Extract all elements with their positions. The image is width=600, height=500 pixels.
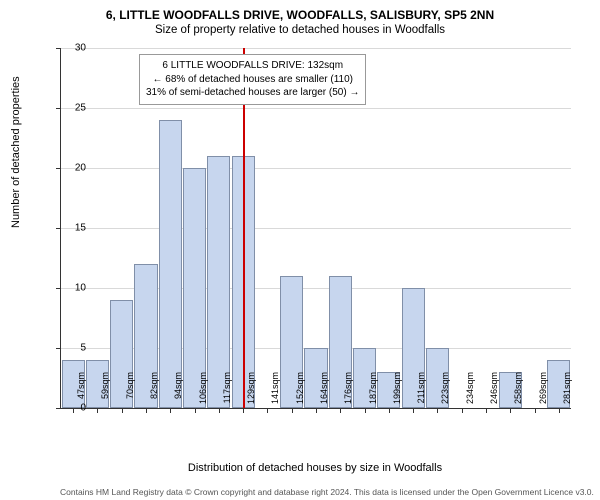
- histogram-bar: [207, 156, 230, 408]
- x-tick-mark: [340, 408, 341, 413]
- x-tick-label: 106sqm: [198, 372, 208, 412]
- y-tick-label: 15: [56, 223, 86, 234]
- info-line-1: 6 LITTLE WOODFALLS DRIVE: 132sqm: [146, 59, 359, 73]
- gridline: [61, 228, 571, 229]
- x-tick-label: 211sqm: [416, 372, 426, 412]
- histogram-bar: [159, 120, 182, 408]
- info-annotation-box: 6 LITTLE WOODFALLS DRIVE: 132sqm← 68% of…: [139, 54, 366, 105]
- x-tick-mark: [316, 408, 317, 413]
- y-tick-label: 10: [56, 283, 86, 294]
- x-tick-mark: [389, 408, 390, 413]
- x-tick-label: 269sqm: [538, 372, 548, 412]
- x-tick-label: 152sqm: [295, 372, 305, 412]
- x-tick-label: 187sqm: [368, 372, 378, 412]
- x-tick-mark: [559, 408, 560, 413]
- x-tick-mark: [462, 408, 463, 413]
- x-tick-mark: [365, 408, 366, 413]
- chart-title: 6, LITTLE WOODFALLS DRIVE, WOODFALLS, SA…: [0, 0, 600, 22]
- y-tick-label: 5: [56, 343, 86, 354]
- x-tick-label: 70sqm: [125, 372, 135, 412]
- x-tick-label: 176sqm: [343, 372, 353, 412]
- y-tick-label: 25: [56, 103, 86, 114]
- x-tick-mark: [486, 408, 487, 413]
- x-tick-mark: [146, 408, 147, 413]
- x-tick-mark: [195, 408, 196, 413]
- y-tick-label: 30: [56, 43, 86, 54]
- footer-attribution: Contains HM Land Registry data © Crown c…: [60, 487, 594, 497]
- x-tick-mark: [219, 408, 220, 413]
- gridline: [61, 168, 571, 169]
- gridline: [61, 48, 571, 49]
- chart-plot-area: 6 LITTLE WOODFALLS DRIVE: 132sqm← 68% of…: [60, 48, 571, 409]
- x-tick-label: 117sqm: [222, 372, 232, 412]
- x-tick-label: 199sqm: [392, 372, 402, 412]
- x-axis-label: Distribution of detached houses by size …: [60, 462, 570, 474]
- x-tick-label: 129sqm: [246, 372, 256, 412]
- x-tick-label: 47sqm: [76, 372, 86, 412]
- x-tick-mark: [170, 408, 171, 413]
- x-tick-label: 141sqm: [270, 372, 280, 412]
- y-tick-label: 20: [56, 163, 86, 174]
- x-tick-label: 281sqm: [562, 372, 572, 412]
- x-tick-label: 246sqm: [489, 372, 499, 412]
- x-tick-mark: [535, 408, 536, 413]
- x-tick-mark: [437, 408, 438, 413]
- y-axis-label: Number of detached properties: [10, 76, 22, 228]
- x-tick-label: 223sqm: [440, 372, 450, 412]
- x-tick-mark: [267, 408, 268, 413]
- info-line-2: ← 68% of detached houses are smaller (11…: [146, 73, 359, 87]
- x-tick-label: 258sqm: [513, 372, 523, 412]
- info-line-3: 31% of semi-detached houses are larger (…: [146, 86, 359, 100]
- x-tick-label: 234sqm: [465, 372, 475, 412]
- x-tick-label: 164sqm: [319, 372, 329, 412]
- x-tick-label: 59sqm: [100, 372, 110, 412]
- x-tick-mark: [243, 408, 244, 413]
- x-tick-mark: [292, 408, 293, 413]
- chart-subtitle: Size of property relative to detached ho…: [0, 22, 600, 36]
- gridline: [61, 108, 571, 109]
- x-tick-mark: [413, 408, 414, 413]
- x-tick-label: 82sqm: [149, 372, 159, 412]
- x-tick-mark: [510, 408, 511, 413]
- x-tick-mark: [97, 408, 98, 413]
- x-tick-mark: [122, 408, 123, 413]
- x-tick-label: 94sqm: [173, 372, 183, 412]
